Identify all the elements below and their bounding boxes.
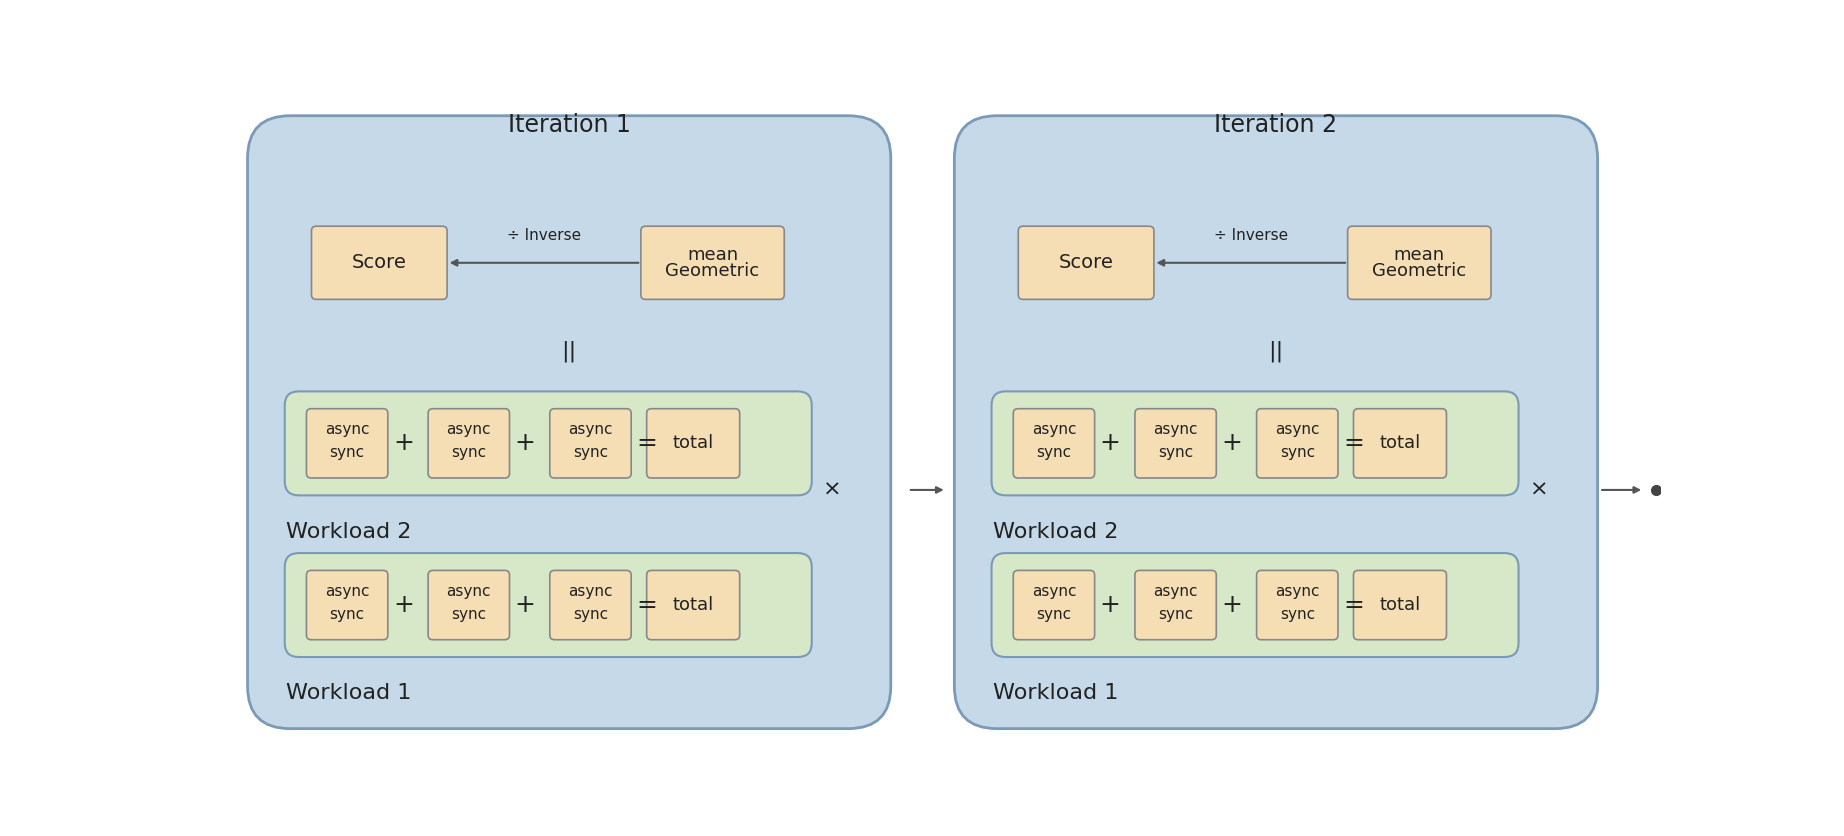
FancyBboxPatch shape	[550, 570, 631, 640]
Text: ×: ×	[1531, 480, 1549, 500]
Text: Geometric: Geometric	[1372, 262, 1466, 280]
Text: ÷ Inverse: ÷ Inverse	[1213, 228, 1287, 243]
FancyBboxPatch shape	[284, 553, 811, 657]
Text: Workload 2: Workload 2	[994, 522, 1119, 542]
FancyBboxPatch shape	[306, 570, 387, 640]
Text: +: +	[514, 593, 535, 617]
Text: async: async	[568, 422, 612, 437]
Text: async: async	[325, 584, 369, 599]
FancyBboxPatch shape	[247, 115, 891, 729]
Text: async: async	[446, 584, 491, 599]
Text: sync: sync	[573, 445, 609, 460]
Text: +: +	[1221, 431, 1243, 456]
FancyBboxPatch shape	[1256, 409, 1339, 478]
FancyBboxPatch shape	[992, 391, 1519, 495]
Text: Iteration 2: Iteration 2	[1215, 114, 1337, 137]
FancyBboxPatch shape	[647, 409, 739, 478]
Text: =: =	[636, 593, 656, 617]
FancyBboxPatch shape	[312, 227, 446, 299]
Text: +: +	[1099, 593, 1121, 617]
Text: +: +	[393, 593, 413, 617]
FancyBboxPatch shape	[1012, 409, 1095, 478]
Text: =: =	[1342, 431, 1365, 456]
Text: sync: sync	[1036, 445, 1071, 460]
Text: async: async	[446, 422, 491, 437]
FancyBboxPatch shape	[1256, 570, 1339, 640]
Text: sync: sync	[452, 445, 487, 460]
Text: async: async	[1031, 584, 1077, 599]
FancyBboxPatch shape	[1012, 570, 1095, 640]
Text: async: async	[568, 584, 612, 599]
FancyBboxPatch shape	[428, 570, 509, 640]
FancyBboxPatch shape	[550, 409, 631, 478]
Text: Workload 1: Workload 1	[286, 683, 411, 703]
Text: Score: Score	[352, 253, 408, 273]
Text: total: total	[1379, 435, 1420, 452]
Text: sync: sync	[452, 607, 487, 621]
FancyBboxPatch shape	[428, 409, 509, 478]
Text: =: =	[636, 431, 656, 456]
Text: async: async	[1152, 584, 1199, 599]
Text: mean: mean	[1394, 246, 1446, 263]
Text: Geometric: Geometric	[666, 262, 760, 280]
FancyBboxPatch shape	[642, 227, 784, 299]
Text: sync: sync	[1158, 445, 1193, 460]
Text: Workload 1: Workload 1	[994, 683, 1119, 703]
Text: sync: sync	[330, 607, 365, 621]
Text: async: async	[1274, 584, 1320, 599]
Text: Score: Score	[1058, 253, 1114, 273]
Text: async: async	[1031, 422, 1077, 437]
Text: sync: sync	[330, 445, 365, 460]
Text: total: total	[673, 435, 714, 452]
FancyBboxPatch shape	[1348, 227, 1492, 299]
FancyBboxPatch shape	[1353, 570, 1446, 640]
Text: async: async	[1274, 422, 1320, 437]
Text: sync: sync	[1036, 607, 1071, 621]
FancyBboxPatch shape	[955, 115, 1597, 729]
Text: Workload 2: Workload 2	[286, 522, 411, 542]
Text: async: async	[325, 422, 369, 437]
FancyBboxPatch shape	[1134, 570, 1217, 640]
FancyBboxPatch shape	[1353, 409, 1446, 478]
Text: mean: mean	[688, 246, 738, 263]
FancyBboxPatch shape	[284, 391, 811, 495]
FancyBboxPatch shape	[306, 409, 387, 478]
Text: +: +	[514, 431, 535, 456]
Text: async: async	[1152, 422, 1199, 437]
Text: sync: sync	[1280, 445, 1315, 460]
Text: +: +	[1221, 593, 1243, 617]
Text: ÷ Inverse: ÷ Inverse	[507, 228, 581, 243]
Text: total: total	[1379, 596, 1420, 614]
FancyBboxPatch shape	[1018, 227, 1154, 299]
FancyBboxPatch shape	[647, 570, 739, 640]
Text: ×: ×	[824, 480, 843, 500]
Text: sync: sync	[1280, 607, 1315, 621]
Text: ||: ||	[1269, 340, 1283, 362]
Text: ||: ||	[562, 340, 577, 362]
Text: sync: sync	[1158, 607, 1193, 621]
FancyBboxPatch shape	[992, 553, 1519, 657]
Text: +: +	[393, 431, 413, 456]
Text: total: total	[673, 596, 714, 614]
Text: +: +	[1099, 431, 1121, 456]
Text: Iteration 1: Iteration 1	[507, 114, 631, 137]
FancyBboxPatch shape	[1134, 409, 1217, 478]
Text: sync: sync	[573, 607, 609, 621]
Text: =: =	[1342, 593, 1365, 617]
